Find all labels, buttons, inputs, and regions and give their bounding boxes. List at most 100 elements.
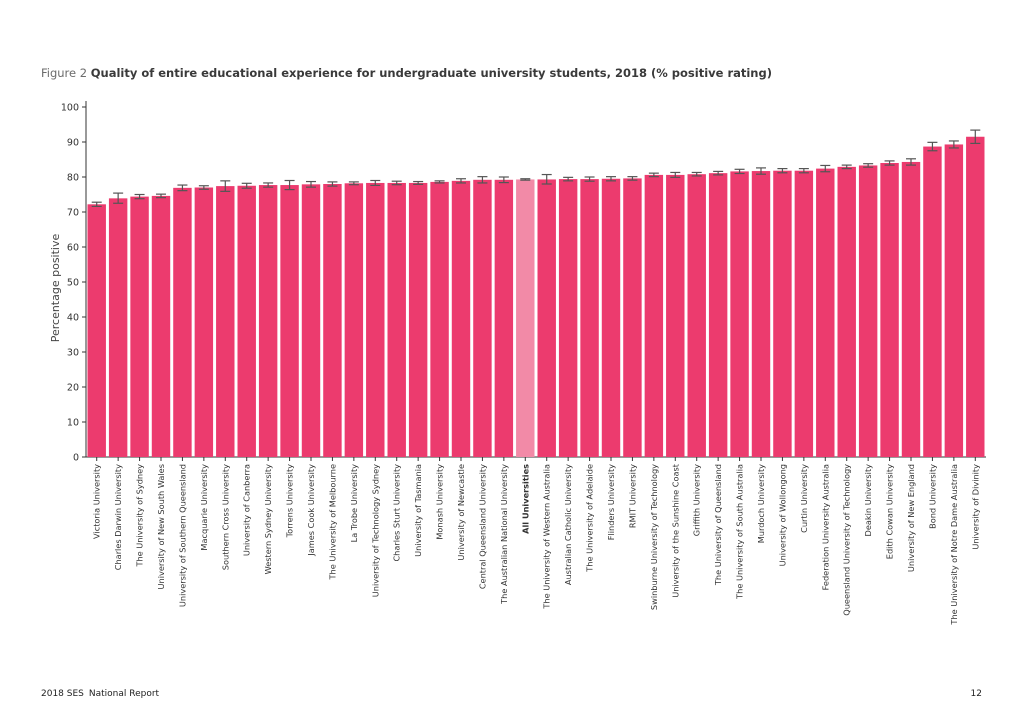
bar bbox=[108, 198, 128, 457]
y-tick-label: 40 bbox=[67, 313, 79, 324]
bar bbox=[280, 185, 299, 458]
y-tick-label: 70 bbox=[67, 208, 79, 219]
x-tick-label: The University of Sydney bbox=[135, 464, 145, 568]
bar bbox=[901, 161, 921, 457]
figure-title: Figure 2 Quality of entire educational e… bbox=[41, 66, 772, 80]
x-tick-label: Western Sydney University bbox=[263, 464, 273, 575]
x-tick-label: Australian Catholic University bbox=[563, 464, 573, 585]
x-tick-label: The University of South Australia bbox=[735, 464, 745, 600]
bar bbox=[773, 170, 792, 457]
x-tick-label: RMIT University bbox=[627, 464, 637, 528]
x-tick-label: University of Wollongong bbox=[777, 464, 787, 566]
x-tick-label: Flinders University bbox=[606, 464, 616, 540]
bar bbox=[216, 186, 235, 457]
bar bbox=[151, 195, 171, 457]
y-tick-label: 0 bbox=[73, 453, 79, 464]
y-tick-label: 90 bbox=[67, 138, 79, 149]
bar bbox=[816, 168, 835, 457]
x-tick-label: The University of Adelaide bbox=[585, 464, 595, 573]
bar bbox=[430, 181, 449, 457]
bar bbox=[516, 179, 535, 457]
x-tick-label: Victoria University bbox=[92, 464, 102, 539]
bar bbox=[623, 178, 642, 457]
y-tick-label: 10 bbox=[67, 418, 79, 429]
bar-chart: 0 10 20 30 40 50 60 70 80 90 100 Percentage positiv… bbox=[49, 101, 986, 626]
x-tick-label: Bond University bbox=[927, 464, 937, 529]
x-tick-label: Curtin University bbox=[799, 464, 809, 533]
x-tick-label: University of Southern Queensland bbox=[177, 464, 187, 607]
bar bbox=[923, 146, 942, 458]
y-tick-label: 100 bbox=[61, 103, 79, 114]
bar bbox=[451, 180, 471, 457]
x-tick-label: The University of Western Australia bbox=[542, 464, 552, 610]
bar bbox=[194, 187, 214, 457]
footer-report: 2018 SES National Report bbox=[41, 689, 159, 699]
bar bbox=[794, 170, 814, 457]
y-tick-label: 60 bbox=[67, 243, 79, 254]
bar bbox=[858, 165, 878, 457]
bar bbox=[344, 183, 364, 458]
bar bbox=[601, 178, 621, 457]
bar bbox=[666, 174, 685, 457]
bar bbox=[366, 182, 385, 457]
x-tick-label: La Trobe University bbox=[349, 464, 359, 542]
figure-number: Figure 2 bbox=[41, 66, 88, 80]
x-tick-label: University of Technology Sydney bbox=[370, 464, 380, 597]
bar bbox=[87, 204, 106, 457]
x-tick-label: Griffith University bbox=[692, 464, 702, 536]
x-tick-label: Edith Cowan University bbox=[885, 464, 895, 559]
x-tick-label: Macquarie University bbox=[199, 464, 209, 551]
x-tick-label: The University of Notre Dame Australia bbox=[949, 464, 959, 626]
x-tick-label: Swinburne University of Technology bbox=[649, 464, 659, 610]
x-tick-label: Charles Darwin University bbox=[113, 464, 123, 570]
bar bbox=[258, 185, 278, 458]
x-tick-label: University of Canberra bbox=[242, 464, 252, 556]
footer-report-name: 2018 SES bbox=[41, 689, 84, 699]
x-tick-label: The University of Melbourne bbox=[327, 464, 337, 580]
y-axis-label: Percentage positive bbox=[49, 234, 62, 343]
x-tick-label: University of Newcastle bbox=[456, 464, 466, 561]
bar bbox=[644, 174, 664, 457]
x-tick-label: Federation University Australia bbox=[820, 464, 830, 590]
bar bbox=[966, 136, 985, 457]
x-tick-label: University of the Sunshine Coast bbox=[670, 463, 680, 598]
footer-report-subtitle: National Report bbox=[88, 689, 160, 699]
x-tick-label: All Universities bbox=[520, 464, 530, 534]
bar bbox=[323, 184, 342, 457]
bar bbox=[730, 171, 749, 457]
bar bbox=[494, 179, 514, 458]
x-tick-label: University of Tasmania bbox=[413, 464, 423, 557]
x-tick-label: Queensland University of Technology bbox=[842, 464, 852, 616]
x-tick-label: University of Divinity bbox=[970, 464, 980, 550]
bar bbox=[558, 179, 578, 457]
bar bbox=[708, 173, 728, 457]
x-tick-label: The University of Queensland bbox=[713, 464, 723, 586]
figure-title-text: Quality of entire educational experience… bbox=[90, 66, 772, 80]
page-number: 12 bbox=[970, 689, 982, 699]
bar bbox=[537, 179, 556, 457]
x-tick-label: The Australian National University bbox=[499, 464, 509, 605]
x-tick-label: Southern Cross University bbox=[220, 464, 230, 570]
bar bbox=[687, 174, 706, 457]
bar bbox=[387, 182, 406, 457]
x-tick-label: Charles Sturt University bbox=[392, 464, 402, 562]
bar bbox=[751, 171, 771, 458]
bar bbox=[944, 144, 964, 457]
bar bbox=[237, 185, 256, 457]
bar bbox=[130, 196, 149, 457]
y-tick-label: 30 bbox=[67, 348, 79, 359]
y-tick-label: 80 bbox=[67, 173, 79, 184]
x-tick-label: James Cook University bbox=[306, 464, 316, 557]
x-tick-label: Central Queensland University bbox=[477, 464, 487, 589]
x-tick-label: Deakin University bbox=[863, 464, 873, 537]
y-tick-label: 50 bbox=[67, 278, 79, 289]
x-tick-label: University of New South Wales bbox=[156, 464, 166, 589]
y-tick-label: 20 bbox=[67, 383, 79, 394]
bar bbox=[580, 179, 599, 457]
x-tick-label: University of New England bbox=[906, 464, 916, 572]
x-tick-label: Murdoch University bbox=[756, 464, 766, 543]
x-tick-label: Monash University bbox=[435, 464, 445, 540]
bar bbox=[173, 187, 192, 457]
bar bbox=[408, 182, 428, 457]
x-tick-label: Torrens University bbox=[285, 464, 295, 539]
